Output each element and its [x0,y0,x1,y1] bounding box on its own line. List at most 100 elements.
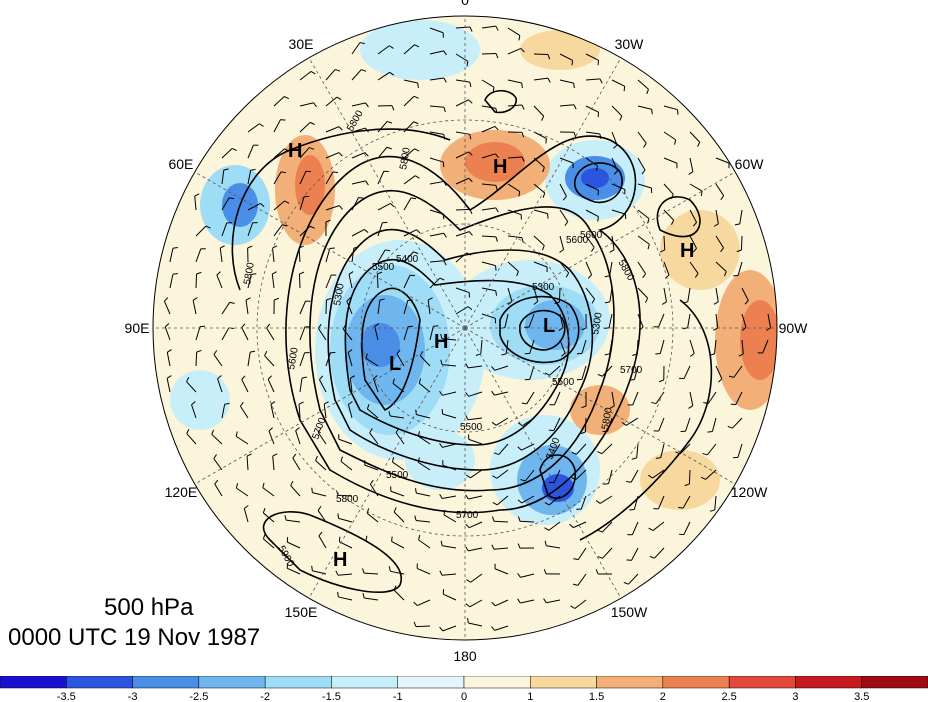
wind-barb [637,183,652,189]
wind-barb [637,79,649,90]
wind-barb [195,351,198,367]
wind-barb-flag [677,109,679,115]
wind-barb-flag [713,327,718,331]
wind-barb [714,339,717,354]
colorbar-swatch [132,676,200,689]
wind-barb [299,225,311,237]
wind-barb [584,417,587,433]
wind-barb-flag [274,297,280,301]
wind-barb [498,443,509,455]
wind-barb-flag [379,298,385,301]
wind-barb [312,492,327,497]
wind-barb [682,495,691,509]
wind-barb [429,27,444,34]
wind-barb [364,464,379,471]
wind-barb [195,248,202,263]
wind-barb-flag [543,569,547,575]
wind-barb [247,222,254,237]
wind-barb [741,287,749,301]
wind-barb [663,105,678,111]
wind-barb [376,273,379,289]
wind-barb [403,175,416,185]
wind-barb-flag [390,203,395,208]
wind-barb [392,461,405,471]
wind-barb [429,105,444,108]
wind-barb [235,435,249,445]
wind-barb-flag [648,474,653,479]
wind-barb-flag [547,77,551,83]
wind-barb-flag [571,476,577,481]
wind-barb-flag [164,297,169,302]
wind-barb-flag [166,375,172,379]
wind-barb [337,494,353,497]
wind-barb [481,207,496,211]
wind-barb [298,273,301,289]
wind-barb [377,171,385,185]
wind-barb [611,183,626,190]
wind-barb-flag [720,247,724,253]
wind-barb [338,573,353,576]
wind-barb-flag [298,245,304,249]
wind-barb [494,625,509,631]
wind-barb-flag [517,598,521,604]
wind-barb-flag [387,120,393,124]
wind-barb-flag [192,297,198,301]
wind-barb [365,540,379,549]
wind-barb [221,327,230,341]
wind-barb-flag [581,405,587,409]
wind-barb [609,261,613,276]
wind-barb-flag [319,375,324,380]
wind-barb [553,469,561,483]
wind-barb-flag [272,453,278,457]
wind-barb-flag [572,583,578,586]
high-center: H [333,549,347,571]
colorbar-swatch [728,676,796,689]
wind-barb [554,391,561,406]
longitude-label: 120E [165,484,198,500]
wind-barb-flag [186,428,190,434]
wind-barb-flag [492,502,498,506]
wind-barb [481,52,497,55]
wind-barb-flag [262,508,266,514]
wind-barb [533,209,548,215]
wind-barb [403,79,418,84]
wind-barb [611,209,626,215]
high-center: H [493,156,507,178]
wind-barb-flag [374,323,380,327]
wind-barb [529,339,535,354]
wind-barb-flag [217,375,222,380]
wind-barb [559,79,574,84]
colorbar-tick-label: -1.5 [322,691,341,702]
wind-barb [364,597,379,601]
wind-barb-flag [369,428,373,434]
wind-barb-flag [573,132,577,138]
wind-barb [325,69,336,81]
wind-barb [663,209,675,221]
wind-barb-flag [366,508,370,514]
wind-barb [455,151,469,159]
wind-barb-flag [389,45,394,49]
wind-barb-flag [443,232,447,238]
wind-barb [481,183,496,186]
wind-barb-flag [727,425,733,429]
wind-barb [299,102,314,107]
wind-barb-flag [439,493,443,499]
wind-barb [403,95,415,107]
wind-barb [221,404,226,419]
longitude-label: 150E [285,604,318,620]
wind-barb-flag [391,536,393,542]
wind-barb-flag [262,533,266,540]
wind-barb-flag [260,203,265,208]
wind-barb [286,519,301,523]
wind-barb-flag [495,53,499,59]
wind-barb [418,461,431,471]
wind-barb-flag [604,353,610,356]
wind-barb [194,196,197,211]
wind-barb [585,183,599,191]
wind-barb-flag [338,126,343,131]
wind-barb-flag [709,353,715,356]
wind-barb-flag [264,350,268,356]
wind-barb [767,313,772,328]
wind-barb-flag [392,378,395,384]
wind-barb-flag [554,301,560,305]
